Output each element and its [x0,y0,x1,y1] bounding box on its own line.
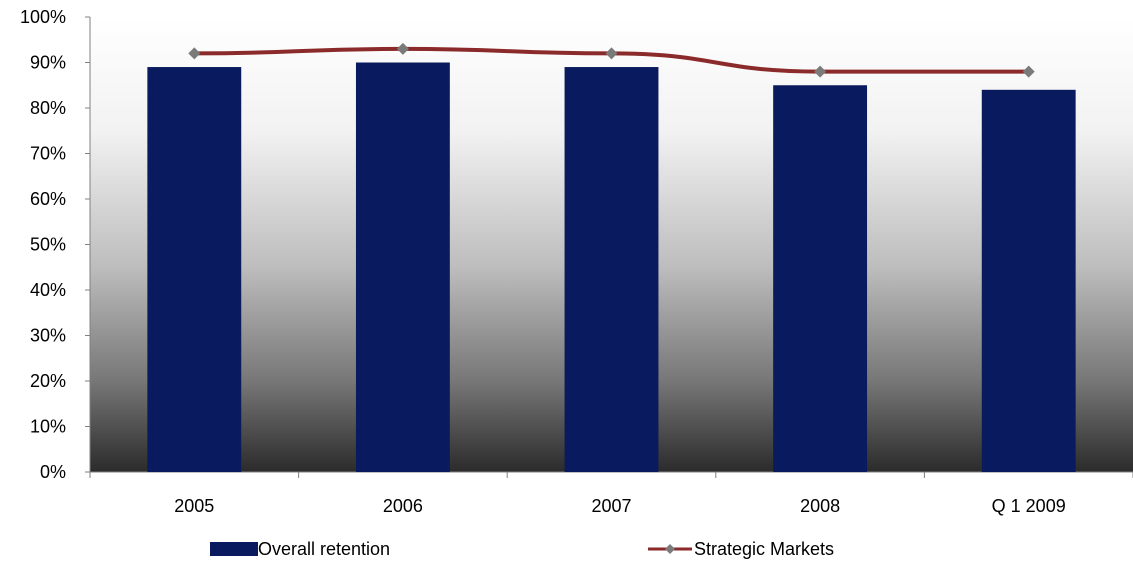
x-tick-label: 2007 [591,496,631,516]
x-tick-label: 2006 [383,496,423,516]
y-tick-label: 90% [30,53,66,73]
bar-overall-retention [147,67,242,473]
y-tick-label: 40% [30,280,66,300]
x-tick-label: 2008 [800,496,840,516]
bar-series [147,62,1076,473]
x-tick-label: Q 1 2009 [992,496,1066,516]
point-strategic-markets [188,47,201,60]
bar-overall-retention [355,62,450,472]
legend: Overall retention Strategic Markets [210,539,834,559]
y-tick-label: 10% [30,417,66,437]
point-strategic-markets [814,65,827,78]
axes: 0% 10% 20% 30% 40% 50% 60% 70% 80% 90% 100% 2005 200… [20,7,1133,516]
bar-overall-retention [773,85,868,472]
x-tick-label: 2005 [174,496,214,516]
y-tick-label: 80% [30,98,66,118]
y-tick-label: 20% [30,371,66,391]
y-tick-label: 50% [30,235,66,255]
point-strategic-markets [605,47,618,60]
legend-marker-strategic-markets [665,544,675,554]
y-tick-label: 100% [20,7,66,27]
bar-overall-retention [564,67,659,473]
y-tick-label: 30% [30,326,66,346]
bar-overall-retention [981,89,1076,473]
point-strategic-markets [1022,65,1035,78]
legend-label-strategic-markets: Strategic Markets [694,539,834,559]
point-strategic-markets [396,42,409,55]
y-tick-label: 70% [30,144,66,164]
line-series [188,42,1035,78]
y-tick-label: 60% [30,189,66,209]
legend-swatch-overall-retention [210,542,258,556]
legend-label-overall-retention: Overall retention [258,539,390,559]
y-tick-label: 0% [40,462,66,482]
